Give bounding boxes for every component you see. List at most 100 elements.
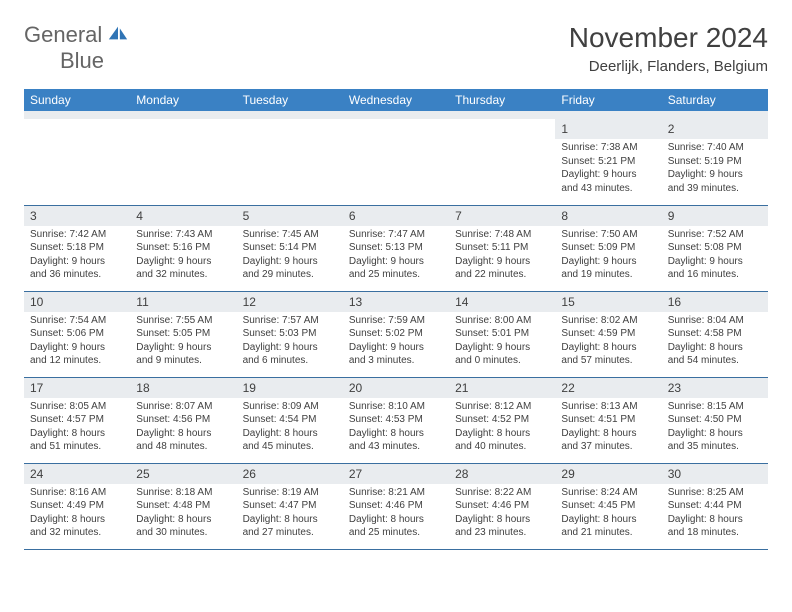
day-data: Sunrise: 8:21 AMSunset: 4:46 PMDaylight:… [343,484,449,544]
day-number: 2 [662,119,768,139]
weekday-sunday: Sunday [24,89,130,111]
day-number: 17 [24,378,130,398]
day-cell: 16Sunrise: 8:04 AMSunset: 4:58 PMDayligh… [662,291,768,377]
weekday-thursday: Thursday [449,89,555,111]
weekday-saturday: Saturday [662,89,768,111]
day-cell: 19Sunrise: 8:09 AMSunset: 4:54 PMDayligh… [237,377,343,463]
calendar-table: SundayMondayTuesdayWednesdayThursdayFrid… [24,89,768,550]
calendar-row: 10Sunrise: 7:54 AMSunset: 5:06 PMDayligh… [24,291,768,377]
weekday-wednesday: Wednesday [343,89,449,111]
day-data: Sunrise: 8:16 AMSunset: 4:49 PMDaylight:… [24,484,130,544]
day-data: Sunrise: 8:22 AMSunset: 4:46 PMDaylight:… [449,484,555,544]
day-data: Sunrise: 7:50 AMSunset: 5:09 PMDaylight:… [555,226,661,286]
day-data: Sunrise: 8:02 AMSunset: 4:59 PMDaylight:… [555,312,661,372]
day-data: Sunrise: 8:24 AMSunset: 4:45 PMDaylight:… [555,484,661,544]
day-cell: 25Sunrise: 8:18 AMSunset: 4:48 PMDayligh… [130,463,236,549]
weekday-monday: Monday [130,89,236,111]
day-number: 7 [449,206,555,226]
day-number: 29 [555,464,661,484]
empty-cell [130,119,236,205]
logo-word1: General [24,22,102,47]
day-cell: 3Sunrise: 7:42 AMSunset: 5:18 PMDaylight… [24,205,130,291]
weekday-friday: Friday [555,89,661,111]
day-data: Sunrise: 8:09 AMSunset: 4:54 PMDaylight:… [237,398,343,458]
day-data: Sunrise: 7:55 AMSunset: 5:05 PMDaylight:… [130,312,236,372]
day-cell: 29Sunrise: 8:24 AMSunset: 4:45 PMDayligh… [555,463,661,549]
day-cell: 30Sunrise: 8:25 AMSunset: 4:44 PMDayligh… [662,463,768,549]
day-number: 26 [237,464,343,484]
day-cell: 26Sunrise: 8:19 AMSunset: 4:47 PMDayligh… [237,463,343,549]
day-cell: 12Sunrise: 7:57 AMSunset: 5:03 PMDayligh… [237,291,343,377]
empty-cell [24,119,130,205]
day-data: Sunrise: 7:45 AMSunset: 5:14 PMDaylight:… [237,226,343,286]
day-data: Sunrise: 8:19 AMSunset: 4:47 PMDaylight:… [237,484,343,544]
day-data: Sunrise: 7:48 AMSunset: 5:11 PMDaylight:… [449,226,555,286]
day-cell: 2Sunrise: 7:40 AMSunset: 5:19 PMDaylight… [662,119,768,205]
day-data: Sunrise: 7:47 AMSunset: 5:13 PMDaylight:… [343,226,449,286]
logo-word2: Blue [60,48,104,73]
day-number: 23 [662,378,768,398]
day-number: 5 [237,206,343,226]
day-number: 22 [555,378,661,398]
day-data: Sunrise: 7:54 AMSunset: 5:06 PMDaylight:… [24,312,130,372]
day-number: 19 [237,378,343,398]
day-number: 1 [555,119,661,139]
day-cell: 4Sunrise: 7:43 AMSunset: 5:16 PMDaylight… [130,205,236,291]
day-number: 14 [449,292,555,312]
empty-cell [449,119,555,205]
day-cell: 22Sunrise: 8:13 AMSunset: 4:51 PMDayligh… [555,377,661,463]
day-data: Sunrise: 8:00 AMSunset: 5:01 PMDaylight:… [449,312,555,372]
day-cell: 24Sunrise: 8:16 AMSunset: 4:49 PMDayligh… [24,463,130,549]
day-number: 10 [24,292,130,312]
sail-icon [107,24,129,42]
day-cell: 17Sunrise: 8:05 AMSunset: 4:57 PMDayligh… [24,377,130,463]
day-cell: 21Sunrise: 8:12 AMSunset: 4:52 PMDayligh… [449,377,555,463]
day-number: 11 [130,292,236,312]
calendar-row: 3Sunrise: 7:42 AMSunset: 5:18 PMDaylight… [24,205,768,291]
day-number: 16 [662,292,768,312]
day-data: Sunrise: 8:18 AMSunset: 4:48 PMDaylight:… [130,484,236,544]
day-cell: 28Sunrise: 8:22 AMSunset: 4:46 PMDayligh… [449,463,555,549]
day-data: Sunrise: 7:57 AMSunset: 5:03 PMDaylight:… [237,312,343,372]
logo: General Blue [24,22,129,74]
day-cell: 7Sunrise: 7:48 AMSunset: 5:11 PMDaylight… [449,205,555,291]
day-data: Sunrise: 8:15 AMSunset: 4:50 PMDaylight:… [662,398,768,458]
day-number: 9 [662,206,768,226]
day-data: Sunrise: 8:10 AMSunset: 4:53 PMDaylight:… [343,398,449,458]
day-cell: 11Sunrise: 7:55 AMSunset: 5:05 PMDayligh… [130,291,236,377]
title-block: November 2024 Deerlijk, Flanders, Belgiu… [569,22,768,75]
day-number: 13 [343,292,449,312]
day-cell: 6Sunrise: 7:47 AMSunset: 5:13 PMDaylight… [343,205,449,291]
day-cell: 5Sunrise: 7:45 AMSunset: 5:14 PMDaylight… [237,205,343,291]
weekday-header-row: SundayMondayTuesdayWednesdayThursdayFrid… [24,89,768,111]
day-data: Sunrise: 7:59 AMSunset: 5:02 PMDaylight:… [343,312,449,372]
calendar-body: 1Sunrise: 7:38 AMSunset: 5:21 PMDaylight… [24,111,768,549]
day-number: 8 [555,206,661,226]
day-cell: 27Sunrise: 8:21 AMSunset: 4:46 PMDayligh… [343,463,449,549]
day-number: 30 [662,464,768,484]
day-data: Sunrise: 7:38 AMSunset: 5:21 PMDaylight:… [555,139,661,199]
day-number: 24 [24,464,130,484]
day-number: 3 [24,206,130,226]
day-cell: 23Sunrise: 8:15 AMSunset: 4:50 PMDayligh… [662,377,768,463]
day-data: Sunrise: 8:25 AMSunset: 4:44 PMDaylight:… [662,484,768,544]
day-data: Sunrise: 7:40 AMSunset: 5:19 PMDaylight:… [662,139,768,199]
day-data: Sunrise: 7:52 AMSunset: 5:08 PMDaylight:… [662,226,768,286]
month-title: November 2024 [569,22,768,54]
day-number: 28 [449,464,555,484]
calendar-row: 24Sunrise: 8:16 AMSunset: 4:49 PMDayligh… [24,463,768,549]
day-cell: 18Sunrise: 8:07 AMSunset: 4:56 PMDayligh… [130,377,236,463]
day-cell: 14Sunrise: 8:00 AMSunset: 5:01 PMDayligh… [449,291,555,377]
day-data: Sunrise: 8:04 AMSunset: 4:58 PMDaylight:… [662,312,768,372]
header: General Blue November 2024 Deerlijk, Fla… [24,22,768,75]
day-number: 12 [237,292,343,312]
day-cell: 15Sunrise: 8:02 AMSunset: 4:59 PMDayligh… [555,291,661,377]
day-number: 20 [343,378,449,398]
day-number: 4 [130,206,236,226]
blank-row [24,111,768,119]
day-cell: 13Sunrise: 7:59 AMSunset: 5:02 PMDayligh… [343,291,449,377]
logo-text: General Blue [24,22,129,74]
day-number: 6 [343,206,449,226]
day-number: 25 [130,464,236,484]
weekday-tuesday: Tuesday [237,89,343,111]
